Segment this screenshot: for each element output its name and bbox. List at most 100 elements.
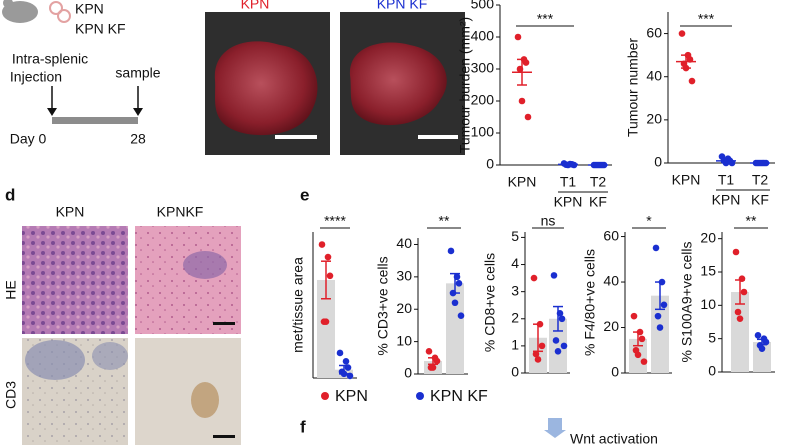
data-point xyxy=(453,273,461,281)
data-point xyxy=(340,370,348,378)
data-point xyxy=(516,65,524,73)
data-point xyxy=(762,159,770,167)
x-group-label: KPN xyxy=(554,194,583,210)
y-axis-label: Tumour number xyxy=(625,38,641,137)
significance: * xyxy=(646,213,652,229)
bar xyxy=(549,318,567,373)
y-tick-label: 5 xyxy=(511,228,519,244)
y-tick-label: 0 xyxy=(404,365,412,381)
strain-label: KPN KF xyxy=(75,21,126,37)
data-point xyxy=(425,348,433,355)
row-label: HE xyxy=(3,280,19,299)
significance: *** xyxy=(537,11,554,27)
data-point xyxy=(732,248,740,256)
day-label: 28 xyxy=(130,131,146,147)
chart: 0 10 20 30 40 % CD3+ve cells ** xyxy=(375,213,468,381)
y-tick-label: 100 xyxy=(471,124,495,140)
arrow-head xyxy=(47,108,57,116)
significance: ns xyxy=(541,213,556,229)
data-point xyxy=(532,350,540,358)
y-tick-label: 30 xyxy=(396,268,412,284)
significance: **** xyxy=(324,213,346,229)
data-point xyxy=(656,324,664,331)
data-point xyxy=(536,320,544,328)
liver xyxy=(349,42,447,126)
data-point xyxy=(728,159,736,167)
legend-marker xyxy=(321,392,329,400)
cell-icon xyxy=(49,1,63,15)
x-tick-label: T1 xyxy=(560,174,577,190)
data-point xyxy=(654,312,662,320)
data-point xyxy=(754,332,762,339)
x-tick-label: KPN xyxy=(672,172,701,188)
x-tick-label: KPN xyxy=(508,174,537,190)
significance: *** xyxy=(698,11,715,27)
y-tick-label: 10 xyxy=(700,296,716,312)
data-point xyxy=(554,348,562,355)
y-tick-label: 10 xyxy=(396,332,412,348)
data-point xyxy=(447,247,455,255)
data-point xyxy=(600,161,608,169)
data-point xyxy=(324,253,332,261)
data-point xyxy=(636,328,644,336)
strain-label: KPN xyxy=(75,1,104,17)
y-axis-label: % F4/80+ve cells xyxy=(582,249,598,356)
y-axis-label: % S100A9+ve cells xyxy=(679,241,695,362)
panel-letter: d xyxy=(5,185,15,204)
column-label: KPNKF xyxy=(157,204,204,220)
scale-bar xyxy=(418,135,458,139)
histology-image xyxy=(135,338,241,445)
y-tick-label: 1 xyxy=(511,337,519,353)
y-tick-label: 0 xyxy=(611,364,619,380)
y-tick-label: 5 xyxy=(708,329,716,345)
data-point xyxy=(558,315,566,323)
data-point xyxy=(570,161,578,169)
data-point xyxy=(455,280,463,287)
data-point xyxy=(564,161,572,169)
row-label: CD3 xyxy=(3,381,19,409)
y-tick-label: 0 xyxy=(511,364,519,380)
legend-marker xyxy=(416,392,424,400)
timeline xyxy=(52,117,138,124)
data-point xyxy=(678,30,686,37)
y-tick-label: 60 xyxy=(646,24,662,40)
data-point xyxy=(344,364,352,371)
y-tick-label: 4 xyxy=(511,255,519,271)
step-label: Injection xyxy=(10,69,62,85)
y-tick-label: 0 xyxy=(708,363,716,379)
data-point xyxy=(429,364,437,371)
x-tick-label: T2 xyxy=(752,172,769,188)
data-point xyxy=(688,77,696,85)
data-point xyxy=(634,351,642,359)
chart: 0 100 200 300 400 500 Tumour burden (mm²) *** KP… xyxy=(457,0,612,210)
data-point xyxy=(522,59,530,66)
y-tick-label: 2 xyxy=(511,309,519,325)
y-tick-label: 40 xyxy=(396,235,412,251)
image-label: KPN xyxy=(241,0,270,12)
data-point xyxy=(326,272,334,280)
data-point xyxy=(758,345,766,352)
bar xyxy=(753,342,771,372)
data-point xyxy=(451,299,459,307)
data-point xyxy=(318,241,326,248)
chart: 0 20 40 60 Tumour number *** KPN T1 T2 KPN KF xyxy=(625,11,775,208)
data-point xyxy=(346,372,354,380)
data-point xyxy=(560,342,568,350)
histology-feature xyxy=(92,342,128,370)
data-point xyxy=(514,33,522,41)
cell-icon xyxy=(57,9,71,23)
legend: KPN KPN KF xyxy=(321,388,488,405)
data-point xyxy=(433,357,441,365)
histology-feature xyxy=(183,251,227,279)
data-point xyxy=(740,288,748,296)
histology-image xyxy=(22,226,128,334)
data-point xyxy=(518,97,526,105)
data-point xyxy=(652,244,660,252)
data-point xyxy=(638,335,646,343)
panel-text: Wnt activation xyxy=(570,431,658,445)
data-point xyxy=(734,308,742,316)
y-tick-label: 40 xyxy=(646,67,662,83)
y-axis-label: Tumour burden (mm²) xyxy=(457,17,473,153)
